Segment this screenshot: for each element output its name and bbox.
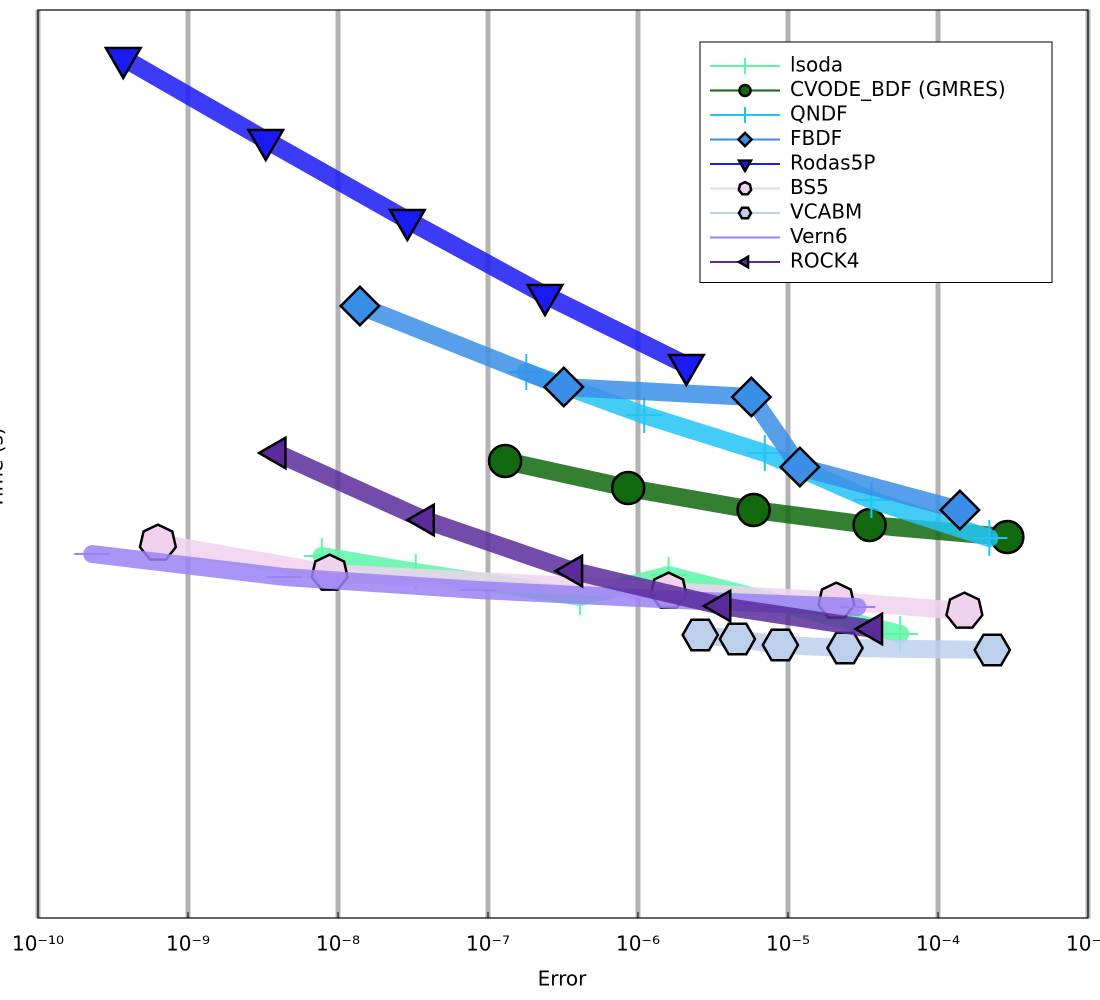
- marker: [737, 206, 753, 220]
- marker-shape: [256, 435, 287, 471]
- marker: [718, 622, 757, 656]
- marker-shape: [487, 443, 523, 479]
- marker: [103, 46, 143, 81]
- marker-shape: [938, 489, 981, 531]
- y-axis-label: Time (s): [0, 427, 8, 509]
- marker: [256, 435, 287, 471]
- marker-shape: [387, 208, 427, 243]
- marker: [610, 470, 646, 506]
- marker-shape: [761, 628, 800, 662]
- plot-frame: [37, 9, 1089, 919]
- x-tick-label: 10⁻³: [1066, 932, 1100, 956]
- marker: [666, 353, 706, 388]
- legend-label: QNDF: [790, 102, 848, 126]
- marker: [973, 633, 1012, 667]
- marker-shape: [738, 83, 752, 98]
- marker-shape: [103, 46, 143, 81]
- marker-shape: [736, 159, 754, 174]
- marker-shape: [945, 591, 984, 629]
- marker-shape: [730, 376, 773, 418]
- marker: [736, 492, 771, 528]
- marker: [852, 507, 887, 543]
- marker: [736, 131, 754, 148]
- marker: [825, 631, 865, 665]
- marker-shape: [852, 507, 887, 543]
- marker-shape: [778, 446, 821, 488]
- marker-shape: [681, 618, 720, 652]
- marker-shape: [553, 553, 584, 589]
- x-tick-label: 10⁻⁷: [466, 932, 510, 956]
- marker: [736, 159, 754, 174]
- marker: [737, 58, 753, 74]
- marker-shape: [610, 470, 646, 506]
- legend-label: BS5: [790, 175, 829, 199]
- legend-label: lsoda: [790, 53, 843, 77]
- marker-shape: [404, 502, 436, 538]
- legend-label: Rodas5P: [790, 151, 875, 175]
- x-tick-label: 10⁻¹⁰: [12, 932, 64, 956]
- marker: [525, 283, 565, 318]
- marker-shape: [737, 206, 753, 220]
- marker-shape: [666, 353, 706, 388]
- marker: [553, 553, 584, 589]
- marker: [778, 446, 821, 488]
- marker: [246, 128, 286, 163]
- marker: [404, 502, 436, 538]
- marker: [542, 366, 585, 408]
- marker: [938, 489, 981, 531]
- legend-label: FBDF: [790, 126, 842, 150]
- legend-label: Vern6: [790, 224, 848, 248]
- marker-shape: [542, 366, 585, 408]
- x-tick-label: 10⁻⁵: [766, 932, 810, 956]
- marker: [338, 285, 381, 327]
- marker: [945, 591, 984, 629]
- marker-shape: [246, 128, 286, 163]
- x-axis-label: Error: [538, 967, 588, 991]
- marker: [737, 107, 753, 123]
- marker-shape: [737, 180, 753, 196]
- legend-label: CVODE_BDF (GMRES): [790, 77, 1006, 101]
- marker: [681, 618, 720, 652]
- marker: [761, 628, 800, 662]
- x-tick-label: 10⁻⁹: [166, 932, 210, 956]
- x-tick-label: 10⁻⁴: [916, 932, 960, 956]
- marker: [730, 376, 773, 418]
- marker: [853, 611, 884, 647]
- marker: [487, 443, 523, 479]
- marker: [701, 588, 732, 624]
- marker: [971, 520, 1008, 556]
- marker-shape: [825, 631, 865, 665]
- marker: [737, 180, 753, 196]
- marker-shape: [338, 285, 381, 327]
- legend-label: ROCK4: [790, 249, 859, 273]
- x-tick-label: 10⁻⁶: [616, 932, 660, 956]
- marker-shape: [736, 492, 771, 528]
- marker-shape: [736, 254, 750, 270]
- marker-shape: [736, 131, 754, 148]
- marker: [626, 397, 663, 433]
- marker-shape: [973, 633, 1012, 667]
- marker: [738, 83, 752, 98]
- x-tick-label: 10⁻⁸: [316, 932, 360, 956]
- marker: [746, 435, 783, 471]
- marker-shape: [525, 283, 565, 318]
- marker-shape: [718, 622, 757, 656]
- marker-shape: [701, 588, 732, 624]
- marker: [387, 208, 427, 243]
- legend-box: [699, 41, 1053, 283]
- marker-shape: [853, 611, 884, 647]
- legend-label: VCABM: [790, 200, 862, 224]
- marker: [736, 254, 750, 270]
